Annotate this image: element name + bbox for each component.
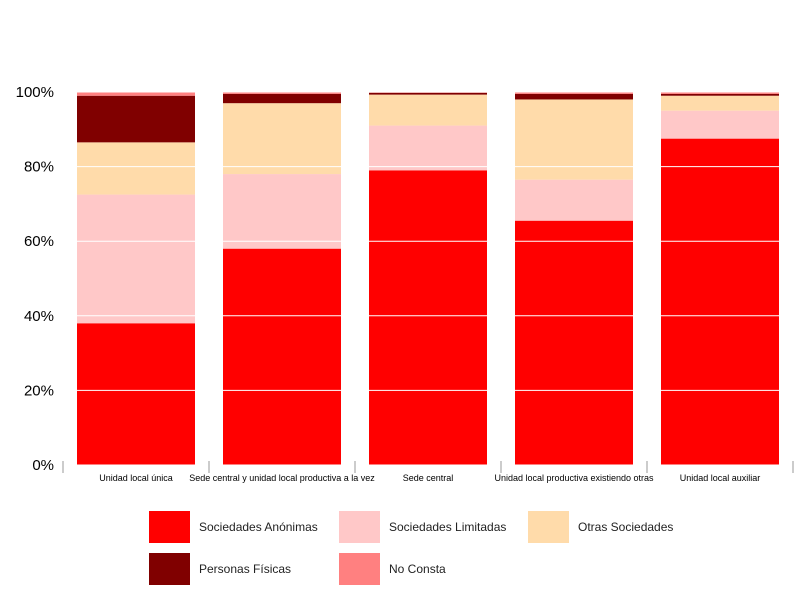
bar-segment bbox=[661, 93, 779, 96]
y-tick-label: 80% bbox=[24, 159, 54, 176]
bar-segment bbox=[515, 93, 633, 100]
bars bbox=[77, 92, 779, 465]
bar-segment bbox=[515, 179, 633, 221]
bar-segment bbox=[661, 138, 779, 465]
legend-swatch bbox=[339, 553, 380, 585]
y-tick-label: 20% bbox=[24, 382, 54, 399]
legend-label: Sociedades Anónimas bbox=[199, 520, 318, 534]
bar-segment bbox=[77, 194, 195, 324]
y-tick-label: 60% bbox=[24, 233, 54, 250]
x-tick-label: Sede central y unidad local productiva a… bbox=[189, 473, 375, 483]
bar-segment bbox=[369, 94, 487, 126]
bar-segment bbox=[77, 92, 195, 96]
bar-segment bbox=[223, 174, 341, 249]
bar-segment bbox=[515, 99, 633, 180]
bar-segment bbox=[223, 92, 341, 94]
legend-swatch bbox=[149, 553, 190, 585]
x-tick-label: Sede central bbox=[403, 473, 454, 483]
bar-segment bbox=[77, 95, 195, 143]
y-tick-label: 40% bbox=[24, 308, 54, 325]
bar-segment bbox=[223, 103, 341, 175]
y-tick-label: 0% bbox=[32, 457, 54, 474]
gridlines-overlay bbox=[63, 91, 793, 466]
axes: 0% 20% 40% 60% 80% 100% Unidad local única Sede… bbox=[16, 84, 794, 483]
x-tick-label: Unidad local única bbox=[99, 473, 173, 483]
legend-label: No Consta bbox=[389, 562, 446, 576]
legend-label: Personas Físicas bbox=[199, 562, 291, 576]
bar-segment bbox=[515, 220, 633, 465]
legend-swatch bbox=[149, 511, 190, 543]
y-tick-label: 100% bbox=[16, 84, 54, 101]
bar-segment bbox=[77, 142, 195, 195]
bar-segment bbox=[661, 95, 779, 111]
legend-label: Otras Sociedades bbox=[578, 520, 673, 534]
legend-swatch bbox=[339, 511, 380, 543]
legend: Sociedades Anónimas Sociedades Limitadas O… bbox=[149, 511, 673, 585]
bar-segment bbox=[515, 92, 633, 94]
bar-segment bbox=[661, 92, 779, 94]
legend-swatch bbox=[528, 511, 569, 543]
bar-segment bbox=[77, 323, 195, 465]
bar-segment bbox=[223, 248, 341, 465]
bar-segment bbox=[369, 125, 487, 171]
bar-segment bbox=[369, 92, 487, 95]
bar-segment bbox=[223, 93, 341, 104]
x-tick-label: Unidad local productiva existiendo otras bbox=[494, 473, 654, 483]
bar-segment bbox=[369, 170, 487, 465]
legend-label: Sociedades Limitadas bbox=[389, 520, 506, 534]
x-tick-label: Unidad local auxiliar bbox=[680, 473, 761, 483]
bar-segment bbox=[661, 110, 779, 139]
